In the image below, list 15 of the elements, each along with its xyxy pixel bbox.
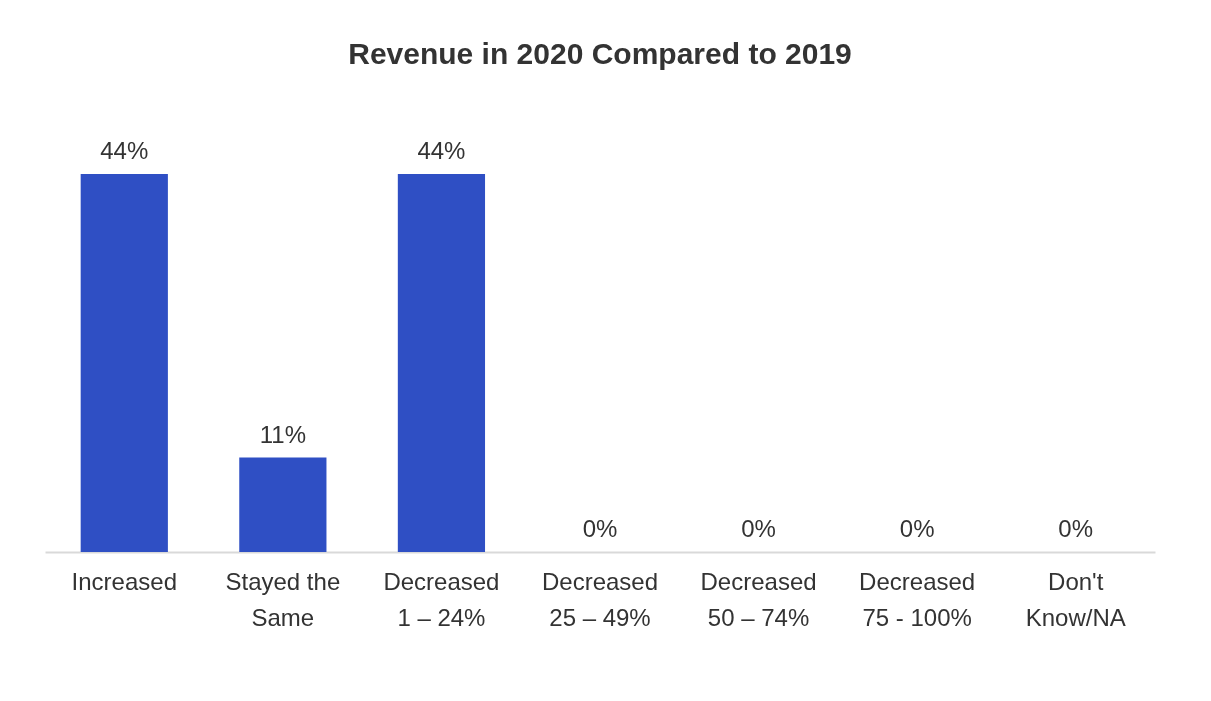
data-label: 11% — [259, 420, 306, 448]
x-tick-label: Decreased 75 - 100% — [859, 567, 976, 631]
x-tick-label: Increased — [71, 567, 177, 595]
data-label: 44% — [100, 137, 149, 164]
x-tick-label: Stayed the Same — [225, 567, 341, 631]
data-label: 44% — [417, 137, 466, 164]
data-label: 0% — [1058, 515, 1094, 542]
x-tick-label: Decreased 50 – 74% — [700, 567, 817, 631]
x-tick-label: Decreased 1 – 24% — [383, 567, 500, 631]
chart-title: Revenue in 2020 Compared to 2019 — [348, 37, 852, 70]
data-label: 0% — [582, 515, 618, 542]
x-tick-label: Don't Know/NA — [1025, 567, 1126, 631]
data-label: 0% — [741, 515, 776, 542]
data-label: 0% — [899, 515, 935, 542]
x-tick-label: Decreased 25 – 49% — [541, 567, 659, 631]
